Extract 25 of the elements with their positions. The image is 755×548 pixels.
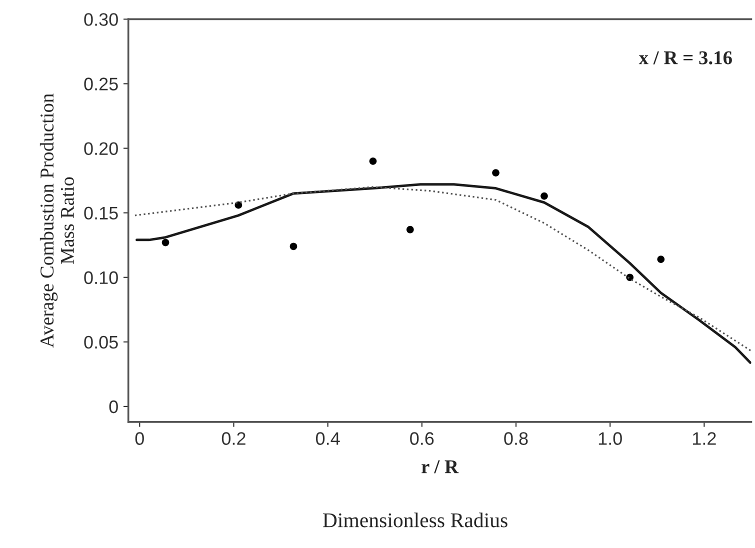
point (162, 238, 170, 246)
point (492, 169, 500, 176)
text: Dimensionless Radius (322, 512, 508, 528)
y-tick-label: 0.25 (84, 78, 118, 90)
annotation: x / R = 3.16 (638, 51, 732, 64)
y-tick-label: 0.20 (84, 142, 118, 155)
point (290, 242, 298, 250)
x-tick-label: 1.2 (693, 432, 716, 445)
y-tick-label: 0.05 (84, 336, 118, 349)
x-tick-label: 0 (135, 432, 144, 445)
y-axis-title: Average Combustion Production Mass Ratio (40, 94, 74, 348)
x-tick-label: 0.2 (222, 432, 246, 445)
y-tick-label: 0.30 (84, 13, 118, 26)
point (540, 192, 548, 200)
point (369, 158, 377, 165)
y-tick-label: 0.15 (84, 206, 118, 220)
y-tick-label: 0 (109, 400, 118, 414)
y-tick-label: 0.10 (84, 271, 118, 284)
point (657, 256, 665, 263)
point (406, 226, 414, 234)
x-tick-label: 1.0 (598, 432, 622, 445)
x-axis-title: r / R (422, 460, 459, 474)
x-tick-label: 0.4 (316, 432, 340, 445)
x-tick-label: 0.8 (504, 432, 528, 445)
x-tick-label: 0.6 (410, 432, 434, 445)
